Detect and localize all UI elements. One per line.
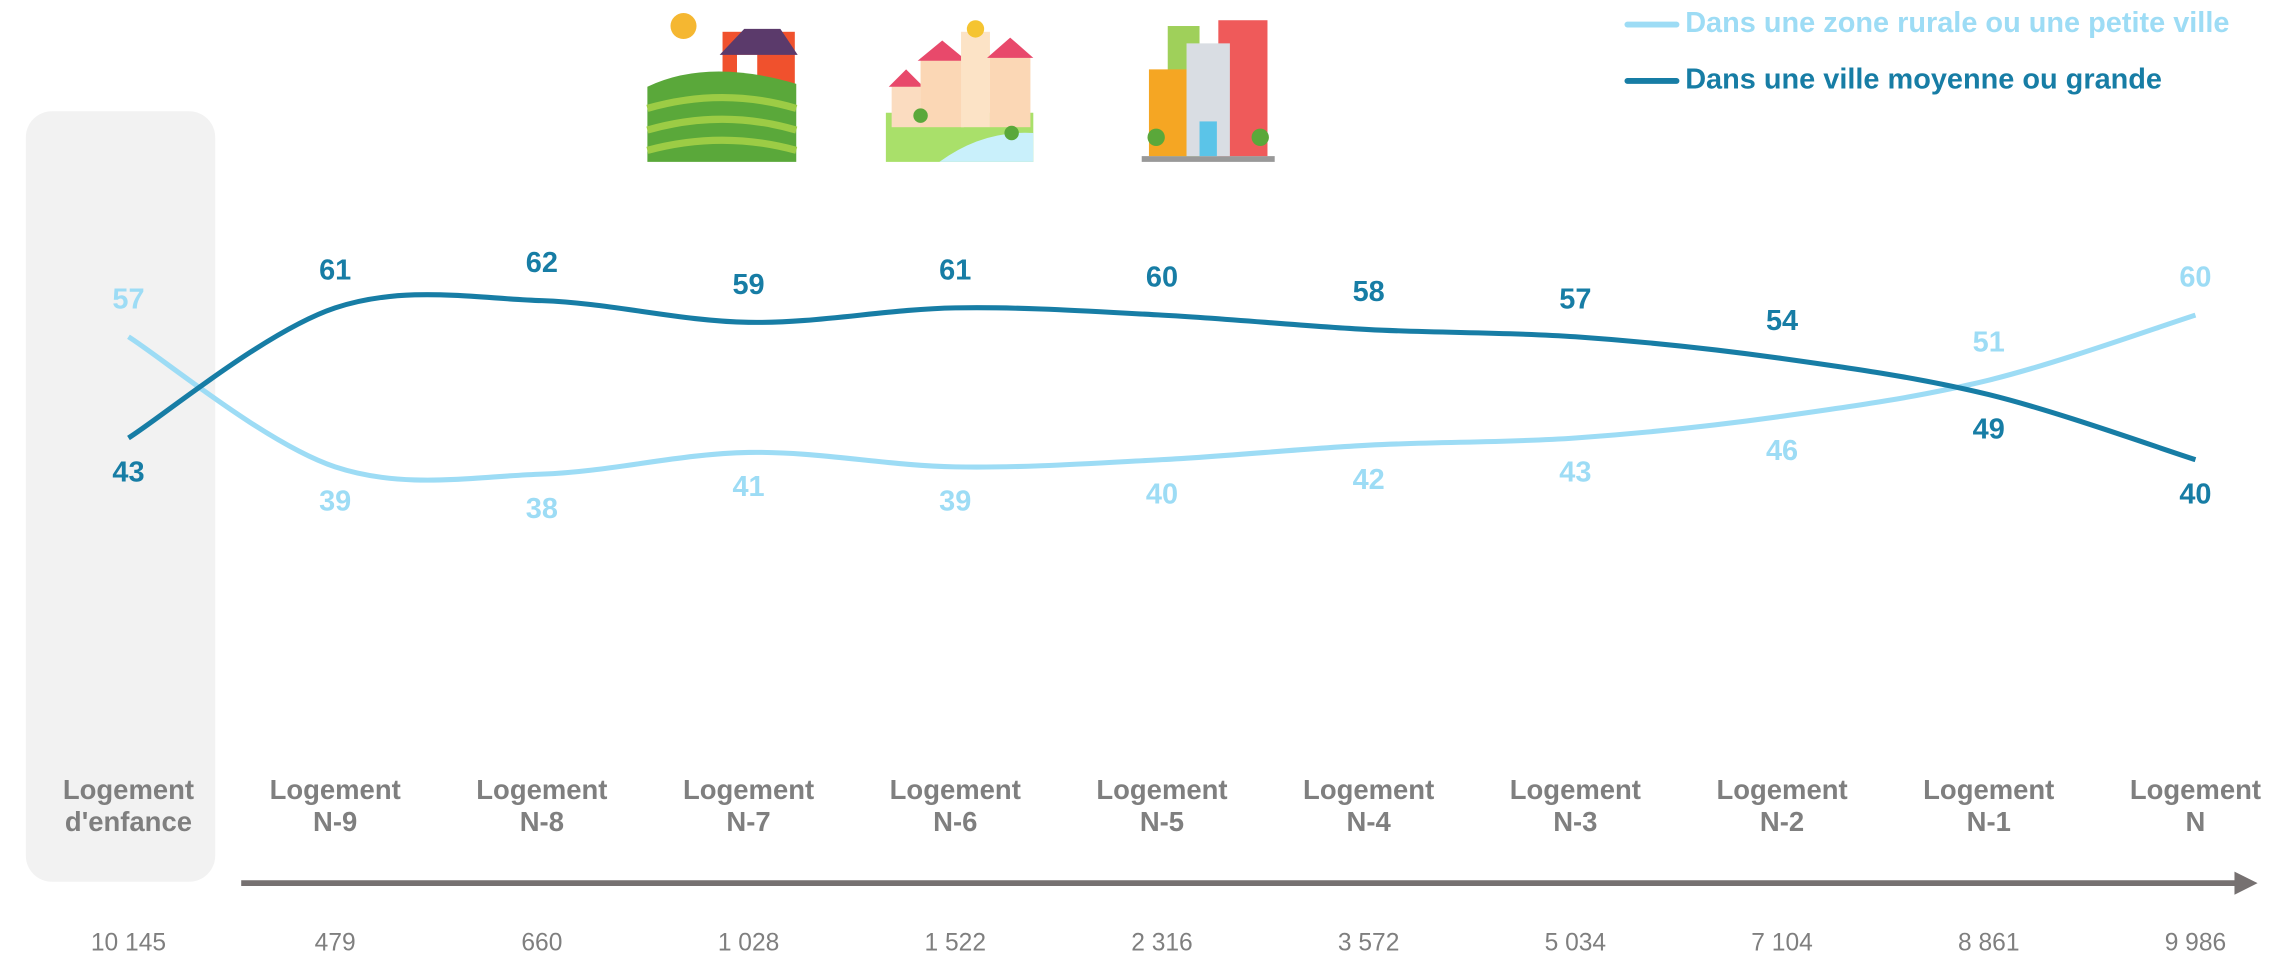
value-label: 51 bbox=[1973, 327, 2005, 359]
highlight-band bbox=[25, 111, 216, 882]
icon-city bbox=[1141, 20, 1275, 162]
value-label: 43 bbox=[1559, 457, 1591, 489]
sample-size: 660 bbox=[521, 929, 562, 956]
value-label: 40 bbox=[1146, 478, 1178, 510]
value-label: 39 bbox=[319, 486, 351, 518]
sample-size: 3 572 bbox=[1338, 929, 1399, 956]
x-tick-label: Logement N bbox=[2130, 774, 2261, 837]
value-label: 60 bbox=[1146, 262, 1178, 294]
icon-rural bbox=[646, 13, 798, 162]
x-tick-label: Logement N-9 bbox=[270, 774, 401, 837]
value-label: 39 bbox=[939, 486, 971, 518]
series-line bbox=[127, 312, 2197, 483]
x-tick-label: Logement N-8 bbox=[476, 774, 607, 837]
x-tick-label: Logement N-6 bbox=[890, 774, 1021, 837]
value-label: 58 bbox=[1353, 276, 1385, 308]
value-label: 61 bbox=[319, 254, 351, 286]
value-label: 42 bbox=[1353, 464, 1385, 496]
x-tick-label: Logement N-7 bbox=[683, 774, 814, 837]
sample-size: 2 316 bbox=[1131, 929, 1192, 956]
value-label: 43 bbox=[112, 457, 144, 489]
x-tick-label: Logement N-1 bbox=[1923, 774, 2054, 837]
value-label: 60 bbox=[2179, 262, 2211, 294]
value-label: 49 bbox=[1973, 413, 2005, 445]
sample-size: 9 986 bbox=[2165, 929, 2226, 956]
value-label: 46 bbox=[1766, 435, 1798, 467]
legend-label: Dans une ville moyenne ou grande bbox=[1685, 64, 2162, 96]
value-label: 62 bbox=[526, 247, 558, 279]
value-label: 38 bbox=[526, 493, 558, 525]
sample-size: 7 104 bbox=[1751, 929, 1812, 956]
x-tick-label: Logement N-5 bbox=[1096, 774, 1227, 837]
value-label: 57 bbox=[112, 283, 144, 315]
legend-label: Dans une zone rurale ou une petite ville bbox=[1685, 7, 2229, 39]
x-tick-label: Logement d'enfance bbox=[63, 774, 194, 837]
value-label: 61 bbox=[939, 254, 971, 286]
value-label: 41 bbox=[732, 471, 764, 503]
value-label: 59 bbox=[732, 269, 764, 301]
x-tick-label: Logement N-3 bbox=[1510, 774, 1641, 837]
sample-size: 5 034 bbox=[1545, 929, 1606, 956]
sample-size: 10 145 bbox=[91, 929, 166, 956]
value-label: 57 bbox=[1559, 283, 1591, 315]
series-line bbox=[127, 292, 2197, 463]
x-tick-label: Logement N-4 bbox=[1303, 774, 1434, 837]
sample-size: 1 522 bbox=[925, 929, 986, 956]
sample-size: 479 bbox=[315, 929, 356, 956]
icon-town bbox=[885, 20, 1034, 162]
sample-size: 1 028 bbox=[718, 929, 779, 956]
value-label: 54 bbox=[1766, 305, 1798, 337]
arrow-head bbox=[2234, 871, 2258, 895]
sample-size: 8 861 bbox=[1958, 929, 2019, 956]
value-label: 40 bbox=[2179, 478, 2211, 510]
x-tick-label: Logement N-2 bbox=[1716, 774, 1847, 837]
